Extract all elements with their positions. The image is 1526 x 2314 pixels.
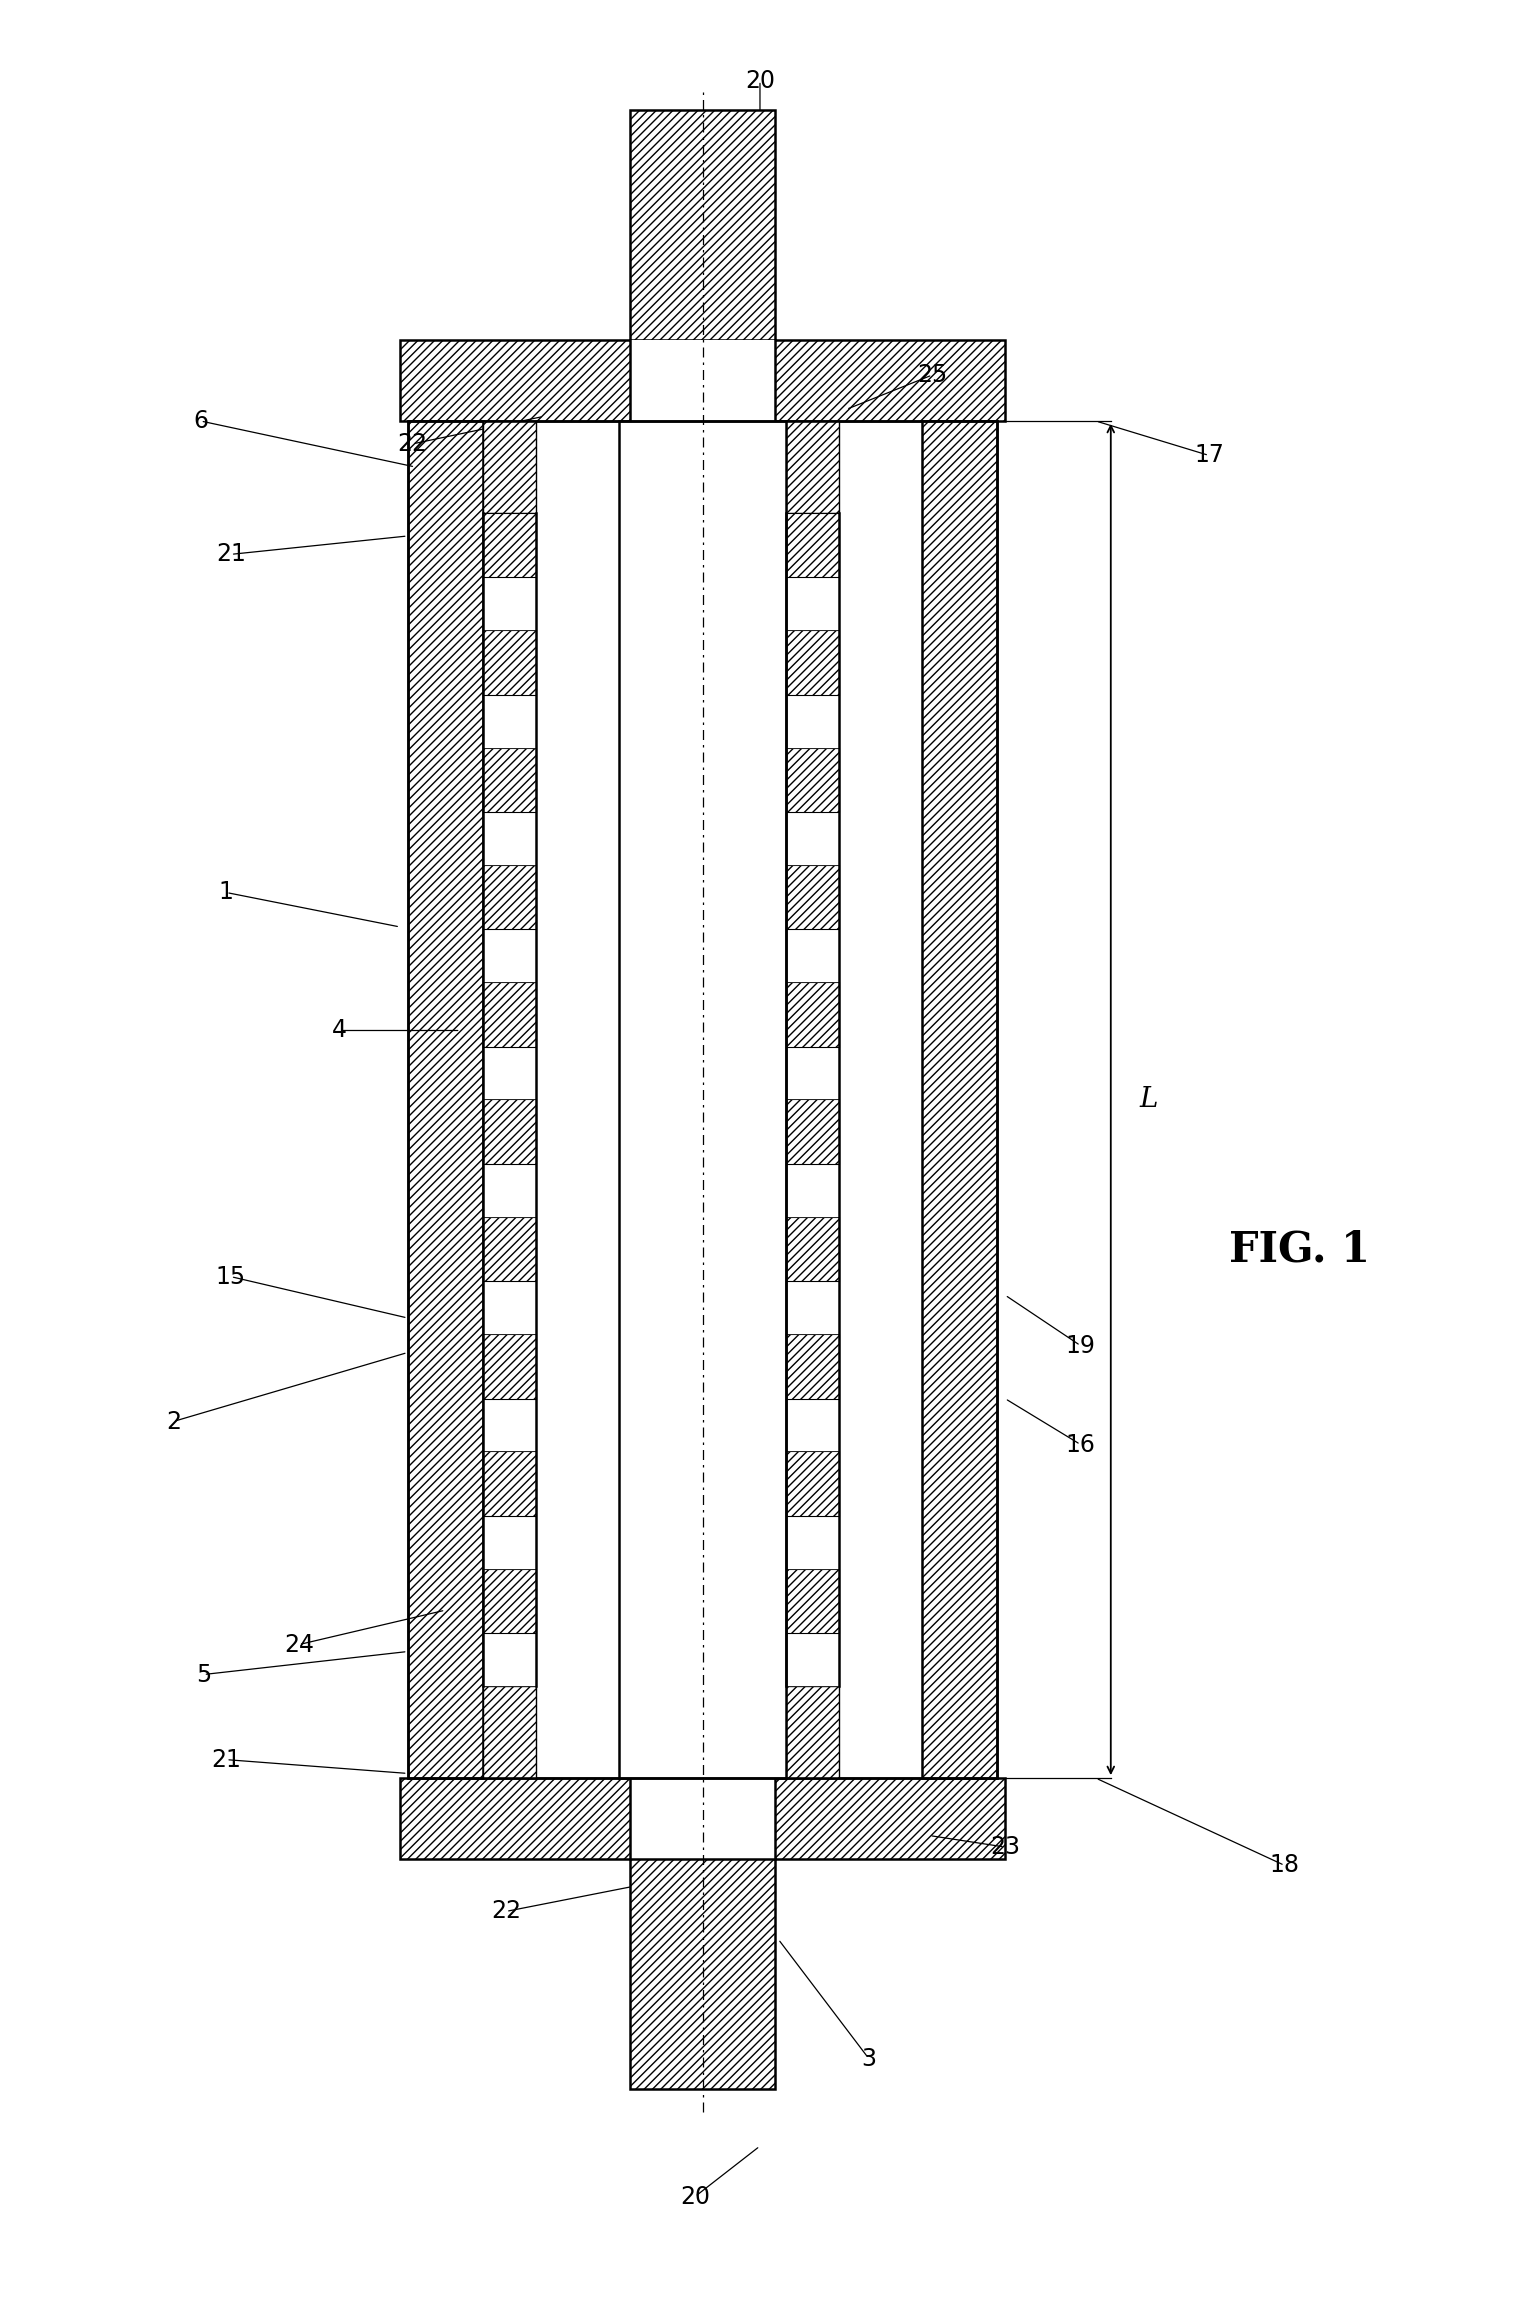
- Bar: [400, 1777, 1006, 1858]
- Bar: [407, 421, 998, 1777]
- Text: 18: 18: [1270, 1854, 1300, 1877]
- Bar: [484, 694, 536, 747]
- Bar: [786, 578, 839, 629]
- Bar: [484, 1217, 536, 1282]
- Bar: [484, 747, 536, 812]
- Bar: [484, 1046, 536, 1099]
- Bar: [484, 930, 536, 981]
- Text: 22: 22: [397, 433, 427, 456]
- Text: 15: 15: [215, 1266, 246, 1289]
- Bar: [484, 1099, 536, 1164]
- Text: 20: 20: [681, 2184, 710, 2208]
- Bar: [484, 1398, 536, 1451]
- Bar: [786, 1282, 839, 1335]
- Bar: [786, 1569, 839, 1634]
- Bar: [484, 421, 536, 514]
- Text: 4: 4: [333, 1018, 346, 1044]
- Bar: [484, 981, 536, 1046]
- Text: L: L: [1140, 1085, 1158, 1113]
- Text: 21: 21: [211, 1747, 241, 1773]
- Bar: [922, 421, 998, 1777]
- Bar: [484, 812, 536, 865]
- Text: 5: 5: [195, 1661, 211, 1687]
- Bar: [786, 1099, 839, 1164]
- Bar: [484, 1634, 536, 1687]
- Bar: [786, 421, 839, 514]
- Bar: [786, 865, 839, 930]
- Bar: [407, 421, 484, 1777]
- Text: 22: 22: [491, 1900, 520, 1923]
- Text: 1: 1: [218, 882, 233, 905]
- Text: FIG. 1: FIG. 1: [1230, 1229, 1370, 1270]
- Bar: [484, 578, 536, 629]
- Bar: [786, 1046, 839, 1099]
- Bar: [786, 1164, 839, 1217]
- Bar: [484, 1164, 536, 1217]
- Bar: [484, 1687, 536, 1777]
- Bar: [484, 514, 536, 578]
- Bar: [786, 981, 839, 1046]
- Bar: [484, 1282, 536, 1335]
- Bar: [786, 629, 839, 694]
- Bar: [786, 1398, 839, 1451]
- Bar: [786, 747, 839, 812]
- Bar: [786, 694, 839, 747]
- Bar: [484, 865, 536, 930]
- Text: 20: 20: [745, 69, 775, 93]
- Bar: [484, 1335, 536, 1398]
- Text: 25: 25: [917, 363, 948, 386]
- Text: 23: 23: [990, 1835, 1019, 1858]
- Bar: [484, 1451, 536, 1516]
- Text: 2: 2: [166, 1409, 180, 1432]
- Bar: [630, 1777, 775, 1858]
- Text: 3: 3: [861, 2046, 876, 2071]
- Bar: [484, 629, 536, 694]
- Text: 24: 24: [284, 1634, 314, 1657]
- Bar: [484, 1569, 536, 1634]
- Bar: [786, 1451, 839, 1516]
- Text: 6: 6: [192, 410, 208, 433]
- Bar: [786, 1516, 839, 1569]
- Bar: [786, 1634, 839, 1687]
- Bar: [786, 1217, 839, 1282]
- Bar: [786, 1335, 839, 1398]
- Bar: [630, 111, 775, 340]
- Bar: [400, 340, 1006, 421]
- Text: 21: 21: [215, 541, 246, 567]
- Text: 16: 16: [1065, 1432, 1096, 1456]
- Bar: [786, 812, 839, 865]
- Bar: [786, 1687, 839, 1777]
- Text: 17: 17: [1195, 444, 1224, 467]
- Bar: [786, 930, 839, 981]
- Bar: [484, 1516, 536, 1569]
- Bar: [630, 1858, 775, 2090]
- Text: 19: 19: [1065, 1333, 1096, 1358]
- Bar: [620, 421, 786, 1777]
- Bar: [630, 340, 775, 421]
- Bar: [786, 514, 839, 578]
